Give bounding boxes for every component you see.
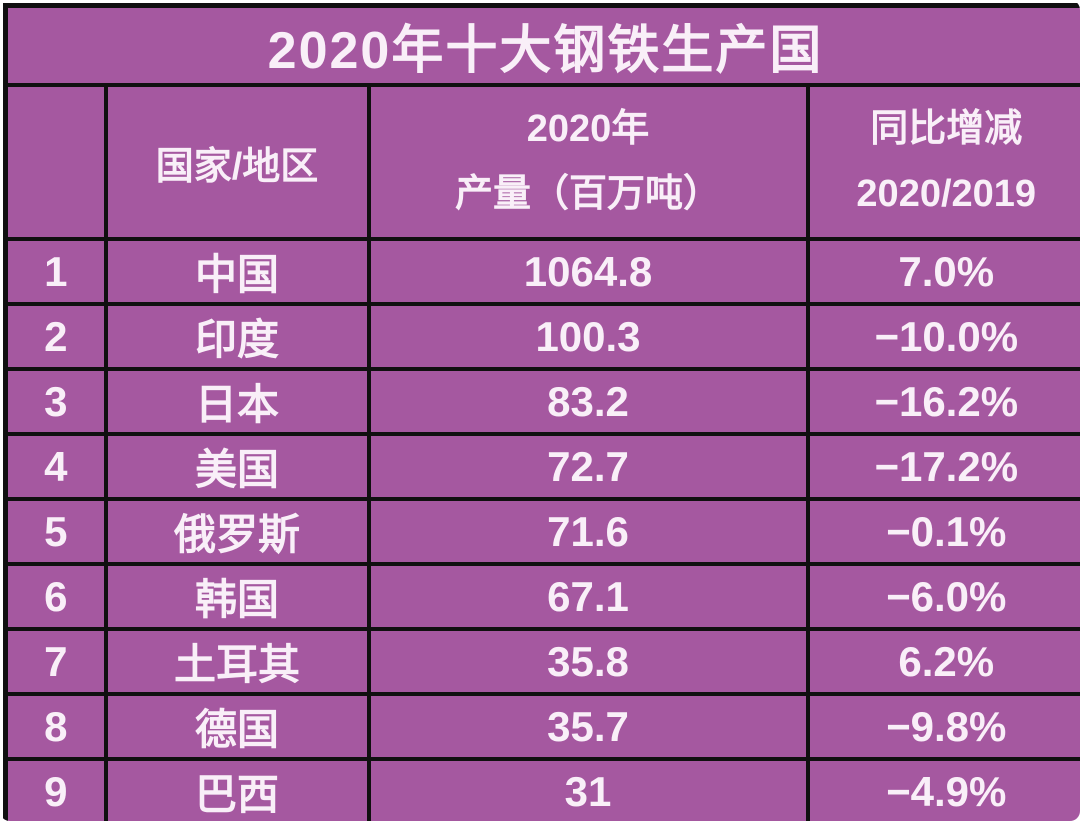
production-cell: 35.7 bbox=[366, 692, 810, 761]
rank-cell: 7 bbox=[3, 627, 108, 696]
rank-cell: 6 bbox=[3, 562, 108, 631]
production-cell: 72.7 bbox=[366, 432, 810, 501]
rank-cell: 5 bbox=[3, 497, 108, 566]
header-production-line2: 产量（百万吨） bbox=[454, 173, 721, 215]
country-cell: 俄罗斯 bbox=[103, 497, 371, 566]
change-cell: −0.1% bbox=[805, 497, 1080, 566]
country-cell: 印度 bbox=[103, 302, 371, 371]
table-row: 1 中国 1064.8 7.0% bbox=[3, 237, 1080, 306]
production-cell: 35.8 bbox=[366, 627, 810, 696]
change-cell: 6.2% bbox=[805, 627, 1080, 696]
table-row: 2 印度 100.3 −10.0% bbox=[3, 302, 1080, 371]
header-country: 国家/地区 bbox=[103, 83, 371, 241]
country-cell: 巴西 bbox=[103, 757, 371, 821]
title-row: 2020年十大钢铁生产国 bbox=[3, 3, 1080, 87]
table-row: 6 韩国 67.1 −6.0% bbox=[3, 562, 1080, 631]
header-production-line1: 2020年 bbox=[526, 108, 650, 151]
country-cell: 韩国 bbox=[103, 562, 371, 631]
production-cell: 1064.8 bbox=[366, 237, 810, 306]
table-row: 8 德国 35.7 −9.8% bbox=[3, 692, 1080, 761]
table-row: 7 土耳其 35.8 6.2% bbox=[3, 627, 1080, 696]
table-row: 5 俄罗斯 71.6 −0.1% bbox=[3, 497, 1080, 566]
header-change-line1: 同比增减 bbox=[870, 108, 1023, 151]
change-cell: −16.2% bbox=[805, 367, 1080, 436]
change-cell: −10.0% bbox=[805, 302, 1080, 371]
change-cell: −17.2% bbox=[805, 432, 1080, 501]
header-change-line2: 2020/2019 bbox=[856, 173, 1037, 215]
header-production: 2020年 产量（百万吨） bbox=[366, 83, 810, 241]
table-row: 4 美国 72.7 −17.2% bbox=[3, 432, 1080, 501]
production-cell: 31 bbox=[366, 757, 810, 821]
country-cell: 中国 bbox=[103, 237, 371, 306]
country-cell: 日本 bbox=[103, 367, 371, 436]
rank-cell: 8 bbox=[3, 692, 108, 761]
country-cell: 德国 bbox=[103, 692, 371, 761]
table-row: 3 日本 83.2 −16.2% bbox=[3, 367, 1080, 436]
rank-cell: 9 bbox=[3, 757, 108, 821]
rank-cell: 3 bbox=[3, 367, 108, 436]
change-cell: −4.9% bbox=[805, 757, 1080, 821]
production-cell: 71.6 bbox=[366, 497, 810, 566]
change-cell: −9.8% bbox=[805, 692, 1080, 761]
country-cell: 土耳其 bbox=[103, 627, 371, 696]
production-cell: 83.2 bbox=[366, 367, 810, 436]
change-cell: 7.0% bbox=[805, 237, 1080, 306]
header-rank bbox=[3, 83, 108, 241]
header-row: 国家/地区 2020年 产量（百万吨） 同比增减 2020/2019 bbox=[3, 83, 1080, 241]
country-cell: 美国 bbox=[103, 432, 371, 501]
rank-cell: 2 bbox=[3, 302, 108, 371]
page-title: 2020年十大钢铁生产国 bbox=[3, 3, 1080, 87]
rank-cell: 1 bbox=[3, 237, 108, 306]
steel-production-table: 2020年十大钢铁生产国 国家/地区 2020年 产量（百万吨） 同比增减 20… bbox=[3, 3, 1080, 821]
change-cell: −6.0% bbox=[805, 562, 1080, 631]
production-cell: 67.1 bbox=[366, 562, 810, 631]
table-row: 9 巴西 31 −4.9% bbox=[3, 757, 1080, 821]
header-change: 同比增减 2020/2019 bbox=[805, 83, 1080, 241]
production-cell: 100.3 bbox=[366, 302, 810, 371]
rank-cell: 4 bbox=[3, 432, 108, 501]
